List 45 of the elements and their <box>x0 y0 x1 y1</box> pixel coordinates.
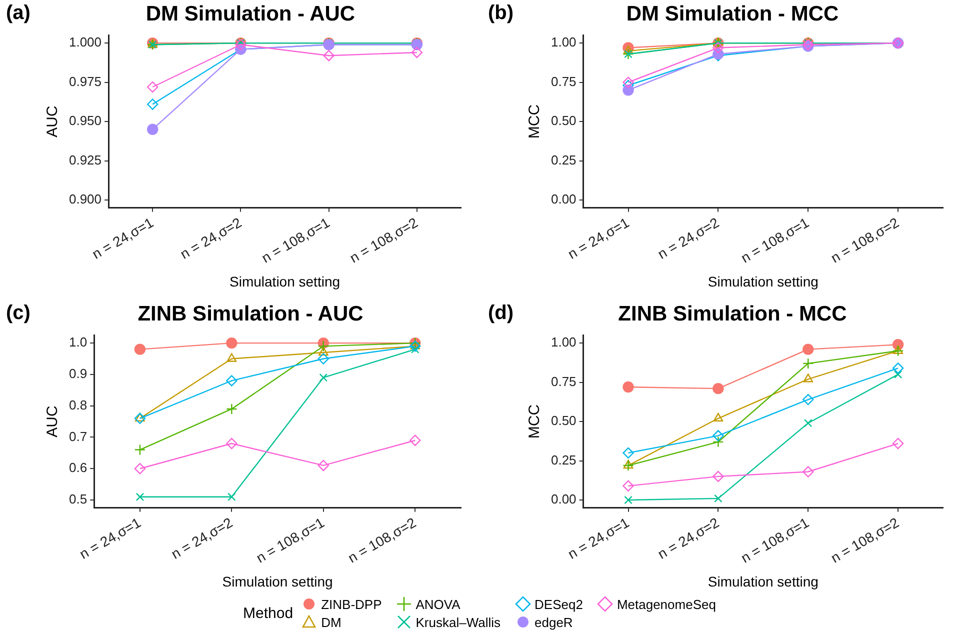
y-tick-label: 1.000 <box>68 34 102 50</box>
y-axis-title: AUC <box>44 406 62 438</box>
y-tick-label: 0.00 <box>550 192 576 207</box>
legend-label: DESeq2 <box>534 596 583 612</box>
y-tick-label: 0.9 <box>68 366 88 382</box>
legend-label: ANOVA <box>416 596 460 612</box>
legend-title: Method <box>243 604 294 622</box>
chart-title: DM Simulation - AUC <box>146 2 356 26</box>
legend-label: MetagenomeSeq <box>616 596 716 612</box>
y-tick-label: 0.950 <box>68 113 102 128</box>
chart-title: DM Simulation - MCC <box>626 2 839 26</box>
x-axis-title: Simulation setting <box>708 273 818 290</box>
text: (b) <box>488 2 514 25</box>
y-tick-label: 0.50 <box>550 413 576 428</box>
legend-label: Kruskal–Wallis <box>416 614 501 630</box>
text: (d) <box>488 302 514 325</box>
legend-label: ZINB-DPP <box>321 596 382 612</box>
legend-label: edgeR <box>534 614 573 630</box>
y-tick-label: 0.75 <box>550 74 576 89</box>
y-tick-label: 0.7 <box>68 428 88 444</box>
y-tick-label: 0.5 <box>68 492 88 507</box>
y-axis-title: MCC <box>526 404 544 439</box>
y-axis-title: MCC <box>526 104 544 139</box>
chart-title: ZINB Simulation - AUC <box>138 302 364 326</box>
y-tick-label: 1.0 <box>68 334 88 350</box>
y-axis-title: AUC <box>44 106 62 138</box>
legend-label: DM <box>321 614 342 630</box>
text: (a) <box>6 2 30 25</box>
x-axis-title: Simulation setting <box>230 273 340 290</box>
y-tick-label: 0.25 <box>550 452 576 468</box>
y-tick-label: 0.75 <box>550 374 576 389</box>
y-tick-label: 0.925 <box>68 152 102 168</box>
x-axis-title: Simulation setting <box>708 573 818 590</box>
y-tick-label: 0.00 <box>550 492 576 507</box>
chart-title: ZINB Simulation - MCC <box>618 302 847 326</box>
y-tick-label: 0.6 <box>68 460 88 476</box>
y-tick-label: 0.8 <box>68 397 88 412</box>
y-tick-label: 0.900 <box>68 192 102 207</box>
text: (c) <box>6 302 30 325</box>
y-tick-label: 0.25 <box>550 152 576 168</box>
x-axis-title: Simulation setting <box>222 573 333 590</box>
y-tick-label: 1.00 <box>550 34 576 50</box>
y-tick-label: 1.00 <box>550 334 576 350</box>
y-tick-label: 0.975 <box>68 74 102 89</box>
y-tick-label: 0.50 <box>550 113 576 128</box>
